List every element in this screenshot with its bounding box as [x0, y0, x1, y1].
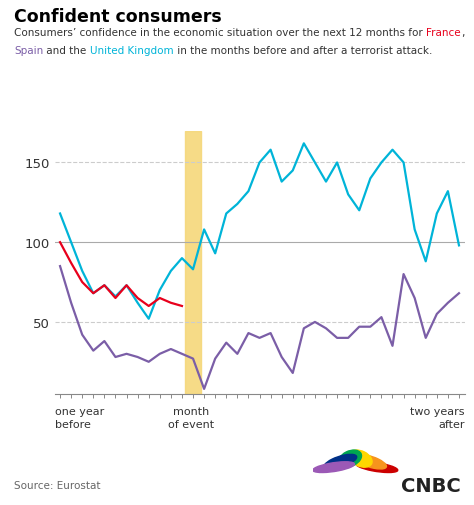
Text: Consumers’ confidence in the economic situation over the next 12 months for: Consumers’ confidence in the economic si…: [14, 28, 426, 38]
Text: Spain: Spain: [14, 45, 44, 56]
Ellipse shape: [349, 450, 372, 467]
Text: ,: ,: [461, 28, 464, 38]
Ellipse shape: [324, 454, 357, 469]
Ellipse shape: [313, 462, 355, 473]
Bar: [185, 131, 201, 394]
Ellipse shape: [338, 450, 362, 467]
Ellipse shape: [356, 462, 398, 473]
Text: France: France: [426, 28, 461, 38]
Ellipse shape: [354, 454, 386, 469]
Text: Source: Eurostat: Source: Eurostat: [14, 480, 100, 490]
Text: CNBC: CNBC: [401, 476, 461, 494]
Text: one year
before: one year before: [55, 407, 104, 429]
Text: United Kingdom: United Kingdom: [90, 45, 173, 56]
Text: Confident consumers: Confident consumers: [14, 8, 222, 26]
Text: and the: and the: [44, 45, 90, 56]
Text: two years
after: two years after: [410, 407, 465, 429]
Text: in the months before and after a terrorist attack.: in the months before and after a terrori…: [173, 45, 432, 56]
Text: month
of event: month of event: [168, 407, 214, 429]
